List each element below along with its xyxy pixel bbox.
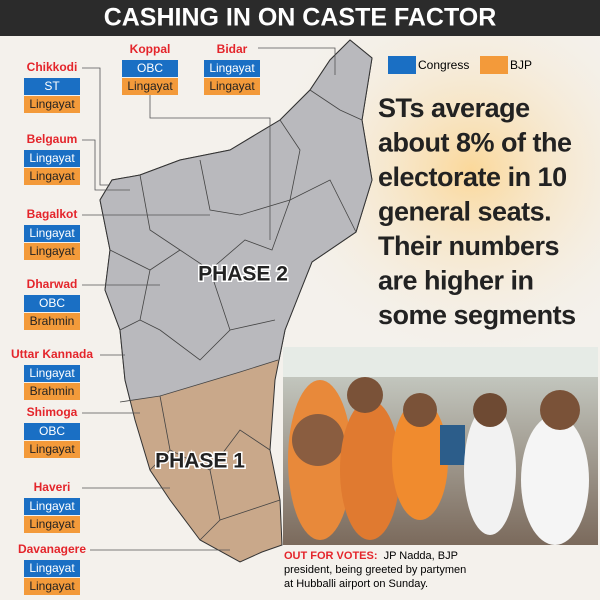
note-line: electorate in 10	[378, 162, 567, 192]
congress-badge	[24, 150, 80, 167]
congress-caste: OBC	[39, 424, 65, 438]
constituency-name: Dharwad	[27, 277, 78, 291]
bjp-badge	[24, 441, 80, 458]
bjp-badge	[24, 96, 80, 113]
legend-swatch	[388, 56, 416, 74]
bjp-badge	[24, 168, 80, 185]
note-line: some segments	[378, 300, 576, 330]
note-line: STs average	[378, 93, 530, 123]
legend-label: Congress	[418, 58, 469, 72]
bjp-badge	[24, 243, 80, 260]
constituency-name: Uttar Kannada	[11, 347, 93, 361]
caption-line: JP Nadda, BJP	[384, 550, 458, 562]
bjp-badge	[204, 78, 260, 95]
constituency-name: Davanagere	[18, 542, 86, 556]
title: CASHING IN ON CASTE FACTOR	[104, 4, 497, 32]
bjp-badge	[24, 383, 80, 400]
congress-badge	[24, 498, 80, 515]
bjp-caste: Lingayat	[29, 442, 75, 456]
leader-lines	[82, 47, 336, 551]
constituency-name: Shimoga	[27, 405, 78, 419]
constituency-name: Bidar	[217, 42, 248, 56]
congress-badge	[122, 60, 178, 77]
bjp-caste: Lingayat	[29, 579, 75, 593]
congress-badge	[204, 60, 260, 77]
map	[82, 39, 373, 563]
bjp-caste: Lingayat	[127, 79, 173, 93]
bjp-caste: Lingayat	[29, 244, 75, 258]
constituency-labels: Chikkodi ST Lingayat Belgaum Lingayat Lingaya…	[11, 42, 260, 595]
congress-badge	[24, 365, 80, 382]
note-line: Their numbers	[378, 231, 559, 261]
caption: OUT FOR VOTES: JP Nadda, BJP president, …	[284, 550, 469, 590]
bjp-caste: Lingayat	[29, 97, 75, 111]
caption-line: at Hubballi airport on Sunday.	[284, 578, 428, 590]
congress-badge	[24, 225, 80, 242]
congress-caste: Lingayat	[29, 151, 75, 165]
constituency-name: Chikkodi	[27, 60, 78, 74]
bjp-caste: Brahmin	[30, 384, 75, 398]
note-line: about 8% of the	[378, 128, 572, 158]
caption-line: president, being greeted by partymen	[284, 564, 466, 576]
bjp-badge	[122, 78, 178, 95]
congress-caste: OBC	[137, 61, 163, 75]
constituency-name: Bagalkot	[27, 207, 78, 221]
congress-caste: Lingayat	[209, 61, 255, 75]
constituency-name: Belgaum	[27, 132, 78, 146]
district-borders	[109, 89, 363, 541]
congress-caste: ST	[44, 79, 60, 93]
bjp-caste: Lingayat	[29, 169, 75, 183]
title-bar	[0, 0, 600, 36]
legend-swatch	[480, 56, 508, 74]
photo	[283, 347, 598, 545]
congress-badge	[24, 78, 80, 95]
phase-label: PHASE 1	[155, 450, 245, 473]
note: STs average about 8% of the electorate in …	[378, 93, 576, 330]
note-line: are higher in	[378, 266, 534, 296]
congress-caste: Lingayat	[29, 561, 75, 575]
legend-label: BJP	[510, 58, 532, 72]
congress-caste: Lingayat	[29, 499, 75, 513]
constituency-name: Haveri	[34, 480, 71, 494]
congress-badge	[24, 423, 80, 440]
phase2-region	[99, 39, 373, 402]
bjp-badge	[24, 313, 80, 330]
bjp-caste: Lingayat	[29, 517, 75, 531]
bjp-caste: Lingayat	[209, 79, 255, 93]
congress-caste: Lingayat	[29, 226, 75, 240]
note-line: general seats.	[378, 197, 551, 227]
caption-lead: OUT FOR VOTES:	[284, 550, 378, 562]
bjp-badge	[24, 516, 80, 533]
bjp-badge	[24, 578, 80, 595]
congress-caste: OBC	[39, 296, 65, 310]
constituency-name: Koppal	[130, 42, 171, 56]
congress-badge	[24, 295, 80, 312]
congress-badge	[24, 560, 80, 577]
bjp-caste: Brahmin	[30, 314, 75, 328]
phase-label: PHASE 2	[198, 263, 288, 286]
congress-caste: Lingayat	[29, 366, 75, 380]
